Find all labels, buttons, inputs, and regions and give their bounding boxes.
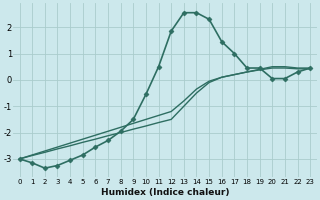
X-axis label: Humidex (Indice chaleur): Humidex (Indice chaleur) [100, 188, 229, 197]
